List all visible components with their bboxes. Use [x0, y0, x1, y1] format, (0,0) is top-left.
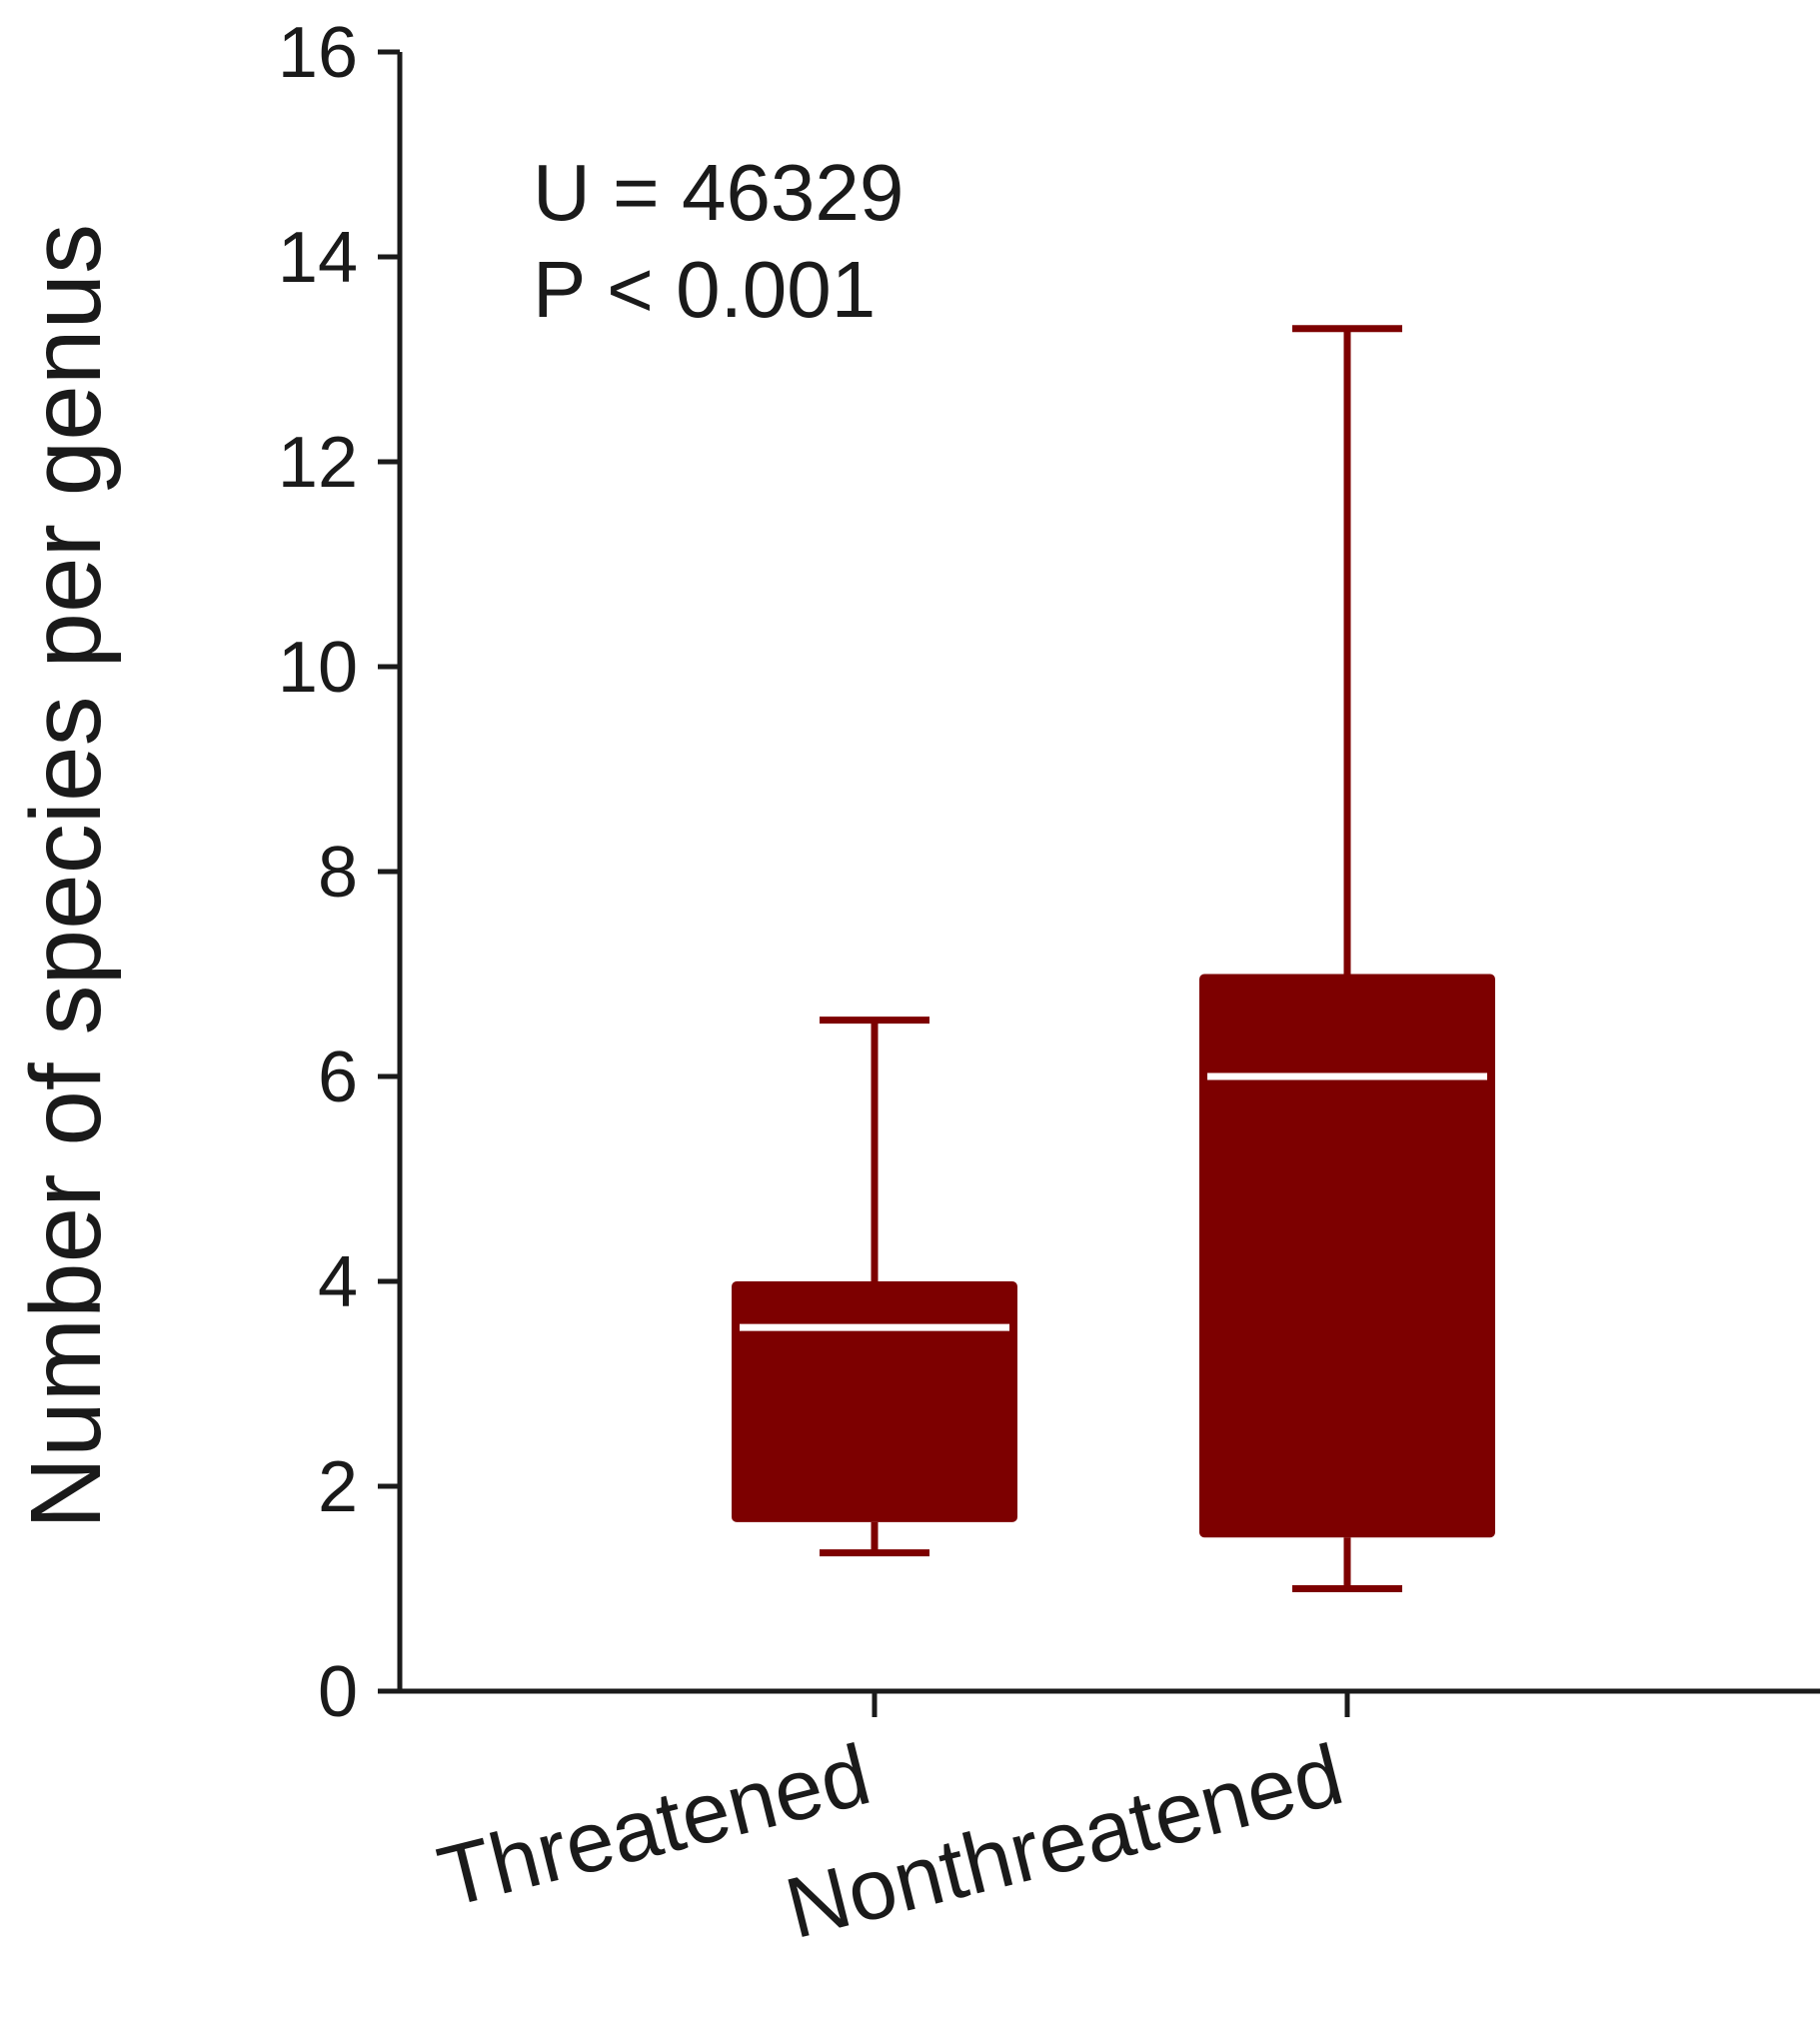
y-tick-label: 14	[278, 218, 358, 298]
boxes	[732, 325, 1495, 1592]
stat-annotation-p: P < 0.001	[533, 245, 876, 334]
y-tick-label: 0	[318, 1652, 358, 1732]
box-threatened	[732, 1016, 1017, 1557]
y-tick-label: 6	[318, 1037, 358, 1117]
box-nonthreatened	[1199, 325, 1495, 1592]
iqr-box	[1199, 974, 1495, 1538]
y-tick-label: 10	[278, 628, 358, 708]
y-tick-label: 4	[318, 1242, 358, 1322]
iqr-box	[732, 1281, 1017, 1522]
y-tick-label: 8	[318, 833, 358, 913]
x-axis	[378, 1688, 1820, 1717]
y-axis: 0 2 4 6 8 10 12 14 16	[278, 13, 403, 1732]
y-axis-title: Number of species per genus	[10, 224, 122, 1529]
y-tick-label: 16	[278, 13, 358, 93]
y-tick-label: 2	[318, 1447, 358, 1527]
y-tick-label: 12	[278, 423, 358, 503]
stat-annotation-u: U = 46329	[533, 148, 904, 237]
